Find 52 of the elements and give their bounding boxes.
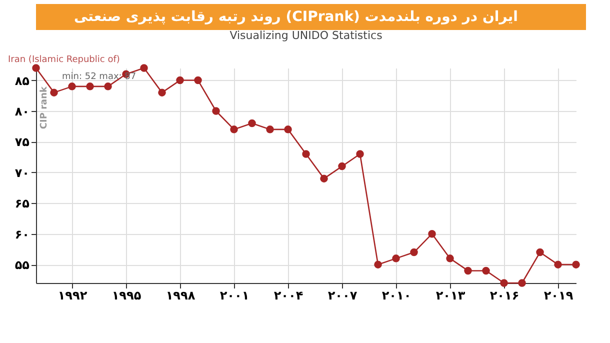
y-tick-label: ۸۰ [14,104,30,118]
point [230,126,238,134]
point [284,126,292,134]
point [518,279,526,287]
y-tick-label: ۸۵ [14,74,30,88]
x-tick-label: ۱۹۹۸ [166,288,196,302]
x-tick-label: ۲۰۰۴ [274,288,304,302]
point [338,162,346,170]
y-tick-label: ۶۵ [14,196,30,211]
point [140,64,148,72]
point [266,126,274,134]
point [482,266,490,275]
x-tick-label: ۲۰۱۶ [490,288,520,302]
point [212,107,220,115]
point [374,260,382,268]
point [104,82,112,90]
point [536,248,544,256]
y-tick-label: ۵۵ [14,258,30,272]
point [320,174,328,182]
y-tick-label: ۷۵ [14,135,30,150]
point [158,88,166,96]
chart-title: روند رتبه رقابت پذیری صنعتی (CIPrank) ایران در دوره بلندمدت [74,9,518,25]
point [248,119,256,128]
y-tick-label: ۶۰ [14,227,30,242]
point [392,254,400,262]
point [554,260,562,268]
x-tick-label: ۲۰۰۷ [328,288,358,302]
x-tick-label: ۲۰۱۰ [382,288,412,302]
x-tick-label: ۲۰۱۹ [544,288,574,302]
y-tick-label: ۷۰ [14,166,30,180]
point [176,76,184,84]
point [302,150,310,158]
x-tick-label: ۲۰۱۳ [436,288,466,302]
point [50,88,58,96]
annotation: min: 52 max: 87 [62,72,136,82]
y-axis-title: CIP rank [40,85,50,130]
point [194,76,202,84]
point [572,260,580,268]
point [464,266,472,275]
point [410,248,418,256]
point [446,254,454,262]
series-label: Iran (Islamic Republic of) [8,55,120,65]
chart-subtitle: Visualizing UNIDO Statistics [230,29,383,42]
point [68,82,76,90]
point [32,64,40,72]
point [86,82,94,90]
x-tick-label: ۱۹۹۲ [58,288,88,302]
x-tick-label: ۲۰۰۱ [220,288,250,302]
point [356,150,364,158]
x-tick-label: ۱۹۹۵ [112,288,142,302]
point [428,230,436,238]
point [500,279,508,287]
